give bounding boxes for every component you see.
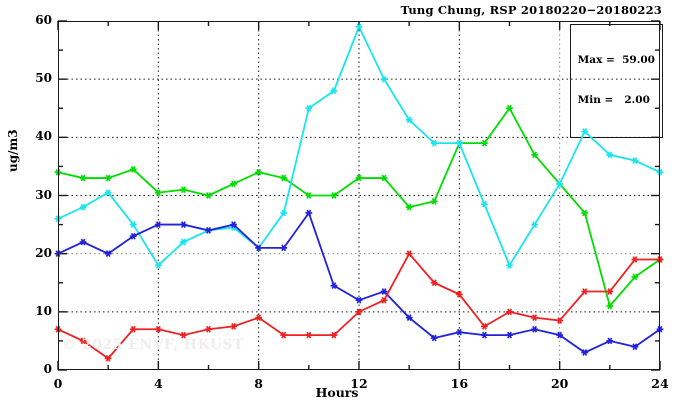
y-tick-label: 0 [43,362,52,376]
x-tick-label: 0 [53,376,63,391]
x-tick-label: 12 [350,376,368,391]
x-tick-label: 8 [254,376,263,391]
x-tick-label: 24 [651,376,669,391]
chart-title: Tung Chung, RSP 20180220−20180223 [400,3,662,17]
max-value-label: Max = 59.00 [577,54,655,67]
x-tick-label: 16 [450,376,469,391]
x-axis-label: Hours [315,385,359,400]
stats-annotation-box: Max = 59.00 Min = 2.00 [569,24,663,138]
series-cyan [54,23,664,269]
y-tick-label: 10 [35,303,52,318]
min-value-label: Min = 2.00 [577,93,650,106]
x-tick-label: 20 [550,376,569,391]
series-red [54,250,664,362]
x-tick-label: 4 [153,376,163,391]
data-series-layer [54,23,664,362]
y-tick-label: 20 [35,245,52,260]
plot-frame [58,21,660,370]
y-tick-label: 60 [35,13,52,27]
y-tick-label: 50 [35,71,52,86]
gridlines [58,21,660,370]
y-tick-label: 40 [35,129,52,144]
y-tick-label: 30 [35,187,52,202]
